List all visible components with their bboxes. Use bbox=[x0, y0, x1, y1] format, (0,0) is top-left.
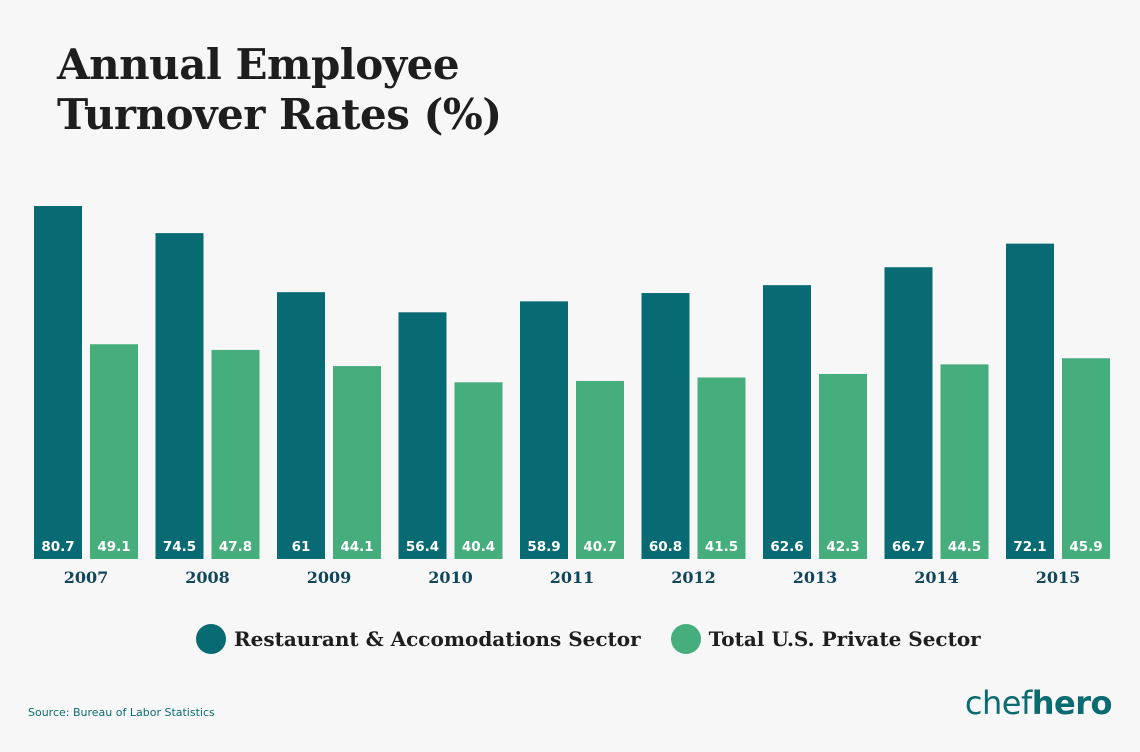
bar-private-2015 bbox=[1062, 358, 1110, 559]
value-label-restaurant-2007: 80.7 bbox=[41, 539, 74, 555]
bar-private-2012 bbox=[697, 377, 746, 559]
legend-swatch-restaurant bbox=[196, 624, 226, 654]
x-tick-label-2013: 2013 bbox=[793, 568, 838, 587]
x-tick-label-2009: 2009 bbox=[307, 568, 352, 587]
legend-item-private: Total U.S. Private Sector bbox=[670, 624, 981, 654]
value-label-private-2010: 40.4 bbox=[462, 539, 495, 555]
legend-label-restaurant: Restaurant & Accomodations Sector bbox=[234, 627, 641, 651]
value-label-private-2008: 47.8 bbox=[219, 539, 252, 555]
value-label-private-2011: 40.7 bbox=[583, 539, 616, 555]
bar-restaurant-2015 bbox=[1006, 243, 1054, 559]
bar-private-2013 bbox=[819, 373, 867, 559]
logo-text-hero: hero bbox=[1031, 684, 1113, 722]
x-tick-label-2008: 2008 bbox=[185, 568, 230, 587]
x-tick-label-2015: 2015 bbox=[1036, 568, 1081, 587]
bar-restaurant-2009 bbox=[277, 292, 325, 559]
bar-private-2007 bbox=[90, 344, 138, 559]
x-tick-label-2012: 2012 bbox=[671, 568, 716, 587]
bar-restaurant-2014 bbox=[884, 267, 933, 559]
value-label-restaurant-2008: 74.5 bbox=[163, 539, 196, 555]
legend-item-restaurant: Restaurant & Accomodations Sector bbox=[196, 624, 641, 654]
bar-private-2010 bbox=[454, 382, 503, 559]
x-tick-label-2014: 2014 bbox=[914, 568, 959, 587]
value-label-private-2007: 49.1 bbox=[97, 539, 130, 555]
bar-restaurant-2010 bbox=[398, 312, 447, 559]
chart-title-line-1: Annual Employee bbox=[57, 40, 460, 89]
bar-restaurant-2008 bbox=[155, 233, 204, 560]
chart-title-line-2: Turnover Rates (%) bbox=[57, 90, 502, 139]
bar-restaurant-2013 bbox=[763, 285, 811, 559]
value-label-restaurant-2013: 62.6 bbox=[770, 539, 803, 555]
value-label-private-2015: 45.9 bbox=[1069, 539, 1102, 555]
chart-title: Annual Employee Turnover Rates (%) bbox=[57, 40, 502, 140]
value-label-private-2009: 44.1 bbox=[340, 539, 373, 555]
bar-restaurant-2007 bbox=[34, 206, 82, 559]
value-label-private-2013: 42.3 bbox=[826, 539, 859, 555]
x-tick-label-2011: 2011 bbox=[550, 568, 595, 587]
value-label-restaurant-2010: 56.4 bbox=[406, 539, 439, 555]
value-label-restaurant-2012: 60.8 bbox=[649, 539, 682, 555]
x-tick-label-2010: 2010 bbox=[428, 568, 473, 587]
value-label-restaurant-2015: 72.1 bbox=[1013, 539, 1046, 555]
bar-private-2009 bbox=[333, 366, 381, 559]
bar-private-2011 bbox=[576, 380, 624, 559]
source-note: Source: Bureau of Labor Statistics bbox=[28, 706, 215, 719]
value-label-restaurant-2011: 58.9 bbox=[527, 539, 560, 555]
logo-text-chef: chef bbox=[964, 684, 1032, 722]
value-label-restaurant-2014: 66.7 bbox=[892, 539, 925, 555]
x-tick-label-2007: 2007 bbox=[64, 568, 109, 587]
legend: Restaurant & Accomodations Sector Total … bbox=[196, 624, 1011, 654]
value-label-private-2014: 44.5 bbox=[948, 539, 981, 555]
bar-restaurant-2012 bbox=[641, 293, 690, 559]
bar-restaurant-2011 bbox=[520, 301, 568, 559]
value-label-restaurant-2009: 61 bbox=[292, 539, 311, 555]
bar-private-2008 bbox=[211, 349, 260, 559]
legend-label-private: Total U.S. Private Sector bbox=[708, 627, 981, 651]
value-label-private-2012: 41.5 bbox=[705, 539, 738, 555]
bar-chart: 80.7 49.1 2007 74.5 47.8 2008 61 44.1 2009 56.4 40… bbox=[34, 206, 1110, 587]
bar-private-2014 bbox=[940, 364, 989, 559]
chefhero-logo: chefhero bbox=[964, 684, 1113, 722]
legend-swatch-private bbox=[670, 624, 701, 654]
